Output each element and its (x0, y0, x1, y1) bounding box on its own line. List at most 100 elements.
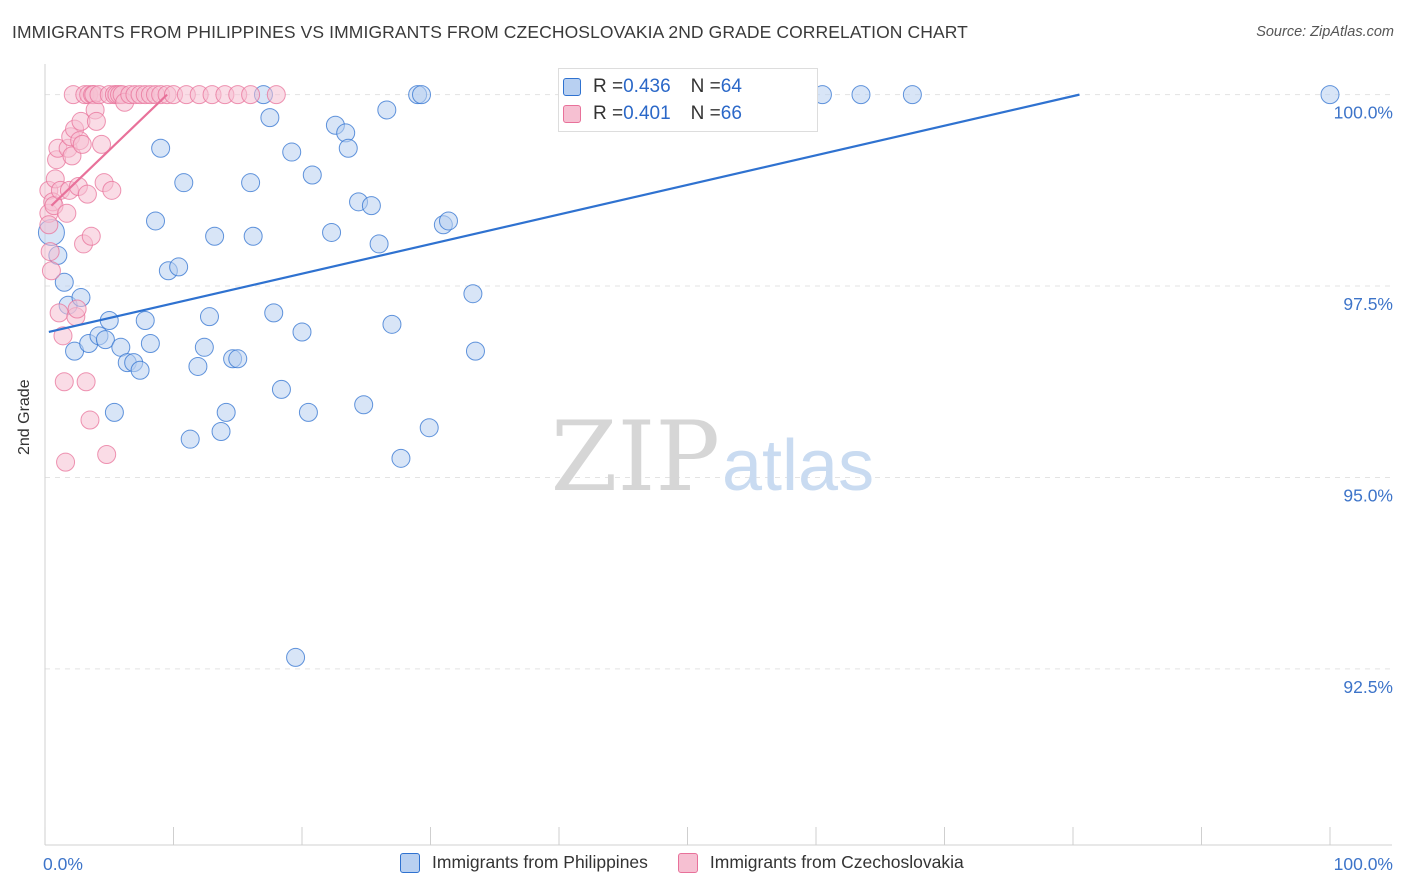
point-philippines (322, 222, 342, 242)
point-philippines (282, 142, 302, 162)
stats-n-value: 64 (720, 76, 742, 97)
point-philippines (241, 173, 261, 193)
point-philippines (151, 138, 171, 158)
point-philippines (902, 85, 922, 105)
axes (44, 64, 1392, 846)
point-philippines (130, 360, 150, 380)
point-philippines (54, 272, 74, 292)
point-philippines (302, 165, 322, 185)
point-philippines (205, 226, 225, 246)
point-czechoslovakia (39, 215, 59, 235)
legend-item-philippines[interactable]: Immigrants from Philippines (400, 852, 648, 873)
point-czechoslovakia (72, 134, 92, 154)
stats-row-czechoslovakia: R = 0.401 N = 66 (563, 101, 742, 127)
stats-box: R = 0.436 N = 64 R = 0.401 N = 66 (558, 68, 818, 132)
point-philippines (140, 333, 160, 353)
point-czechoslovakia (76, 372, 96, 392)
watermark-zip: ZIP (551, 401, 720, 513)
legend-swatch-pink (677, 852, 698, 873)
point-philippines (180, 429, 200, 449)
legend-item-czechoslovakia[interactable]: Immigrants from Czechoslovakia (677, 852, 964, 873)
point-czechoslovakia (86, 111, 106, 131)
point-philippines (228, 349, 248, 369)
point-philippines (260, 108, 280, 128)
point-czechoslovakia (102, 180, 122, 200)
stats-r-value: 0.401 (623, 103, 671, 124)
point-philippines (174, 173, 194, 193)
point-czechoslovakia (57, 203, 77, 223)
point-philippines (382, 314, 402, 334)
point-philippines (271, 379, 291, 399)
y-tick-label: 92.5% (1343, 677, 1393, 697)
point-philippines (851, 85, 871, 105)
point-philippines (298, 402, 318, 422)
source-label: Source: ZipAtlas.com (1256, 24, 1394, 40)
point-philippines (169, 257, 189, 277)
point-czechoslovakia (266, 85, 286, 105)
data-points (37, 85, 1340, 667)
stats-n-value: 66 (720, 103, 742, 124)
stats-n-label: N = (690, 76, 721, 97)
point-philippines (286, 647, 306, 667)
point-philippines (1320, 85, 1340, 105)
stats-n-label: N = (690, 103, 721, 124)
point-philippines (438, 211, 458, 231)
point-czechoslovakia (241, 85, 261, 105)
legend: Immigrants from Philippines Immigrants f… (400, 852, 994, 873)
point-czechoslovakia (77, 184, 97, 204)
chart-title: IMMIGRANTS FROM PHILIPPINES VS IMMIGRANT… (12, 22, 968, 42)
point-philippines (377, 100, 397, 120)
point-philippines (292, 322, 312, 342)
point-czechoslovakia (41, 261, 61, 281)
legend-label: Immigrants from Philippines (432, 852, 648, 872)
point-czechoslovakia (40, 242, 60, 262)
stats-r-value: 0.436 (623, 76, 671, 97)
point-philippines (465, 341, 485, 361)
point-philippines (354, 395, 374, 415)
tick-labels: 100.0% 97.5% 95.0% 92.5% 0.0% 100.0% (43, 103, 1393, 874)
legend-swatch-blue (400, 852, 420, 873)
point-czechoslovakia (49, 303, 69, 323)
point-czechoslovakia (81, 226, 101, 246)
point-czechoslovakia (80, 410, 100, 430)
y-tick-label: 95.0% (1343, 485, 1393, 505)
trend-lines (48, 93, 1080, 334)
point-czechoslovakia (56, 452, 76, 472)
point-philippines (135, 311, 155, 331)
point-czechoslovakia (97, 445, 117, 464)
stats-swatch-blue (563, 78, 581, 96)
watermark-atlas: atlas (722, 426, 874, 506)
point-philippines (361, 196, 381, 216)
point-philippines (104, 402, 124, 422)
trend-line-philippines (48, 93, 1080, 334)
point-philippines (463, 284, 483, 304)
point-philippines (194, 337, 214, 357)
point-philippines (419, 418, 439, 438)
point-philippines (369, 234, 389, 254)
x-tick-label: 100.0% (1334, 854, 1393, 874)
point-philippines (211, 422, 231, 442)
point-philippines (338, 138, 358, 158)
point-czechoslovakia (54, 372, 74, 392)
legend-label: Immigrants from Czechoslovakia (709, 852, 964, 872)
y-tick-label: 97.5% (1343, 294, 1393, 314)
point-philippines (146, 211, 166, 231)
y-tick-label: 100.0% (1334, 103, 1393, 123)
point-philippines (95, 330, 115, 350)
stats-row-philippines: R = 0.436 N = 64 (563, 74, 742, 100)
point-philippines (412, 85, 432, 105)
trend-line-czechoslovakia (50, 93, 168, 207)
point-czechoslovakia (53, 326, 73, 346)
x-tick-label: 0.0% (43, 854, 83, 874)
point-philippines (391, 448, 411, 468)
point-philippines (264, 303, 284, 323)
point-czechoslovakia (67, 299, 87, 319)
point-philippines (216, 402, 236, 422)
stats-r-label: R = (593, 76, 624, 97)
point-philippines (199, 307, 219, 327)
stats-swatch-pink (563, 105, 581, 123)
point-czechoslovakia (92, 134, 112, 154)
point-philippines (188, 356, 208, 376)
stats-r-label: R = (593, 103, 624, 124)
